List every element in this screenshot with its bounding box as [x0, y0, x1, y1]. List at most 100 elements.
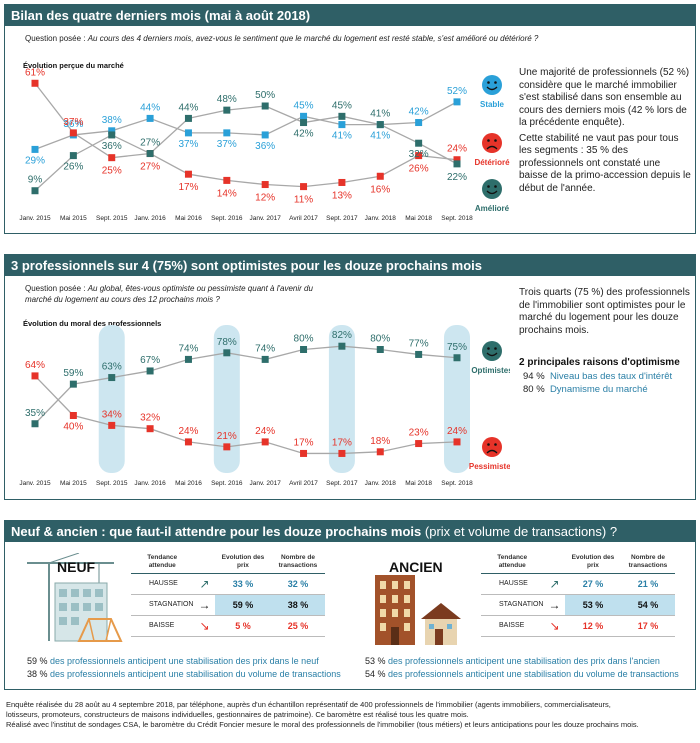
data-point	[453, 160, 461, 168]
data-label: 17%	[178, 182, 198, 193]
side-text: Trois quarts (75 %) des professionnels d…	[519, 287, 691, 340]
neuf-table: Tendance attendue Evolution des prix Nom…	[131, 551, 326, 637]
header-spacer	[193, 551, 216, 574]
data-label: 27%	[140, 138, 160, 149]
arrow-down-icon: ↘	[543, 615, 566, 637]
series-line-optimistes	[34, 345, 458, 425]
anticip-line: 38 % des professionnels anticipent une s…	[27, 668, 341, 681]
data-point	[223, 106, 231, 114]
data-point	[338, 178, 346, 186]
x-tick-label: Mai 2015	[60, 480, 87, 487]
side-text: Une majorité de professionnels (52 %) co…	[519, 67, 691, 198]
data-point	[376, 448, 384, 456]
cell-prix: 33 %	[215, 573, 271, 595]
data-label: 78%	[217, 337, 237, 348]
side-paragraph: Une majorité de professionnels (52 %) co…	[519, 67, 690, 128]
face-eye	[487, 81, 490, 84]
data-label: 32%	[409, 149, 429, 160]
chart-subtitle: Évolution perçue du marché	[23, 61, 124, 70]
data-point	[261, 131, 269, 139]
data-label: 74%	[178, 343, 198, 354]
question-text: Au cours des 4 derniers mois, avez-vous …	[87, 34, 539, 43]
arrow-right-icon: →	[193, 594, 216, 616]
x-tick-label: Sept. 2017	[326, 215, 358, 222]
cell-prix: 27 %	[565, 573, 621, 595]
data-label: 24%	[255, 426, 275, 437]
data-point	[184, 129, 192, 137]
highlight-band	[213, 325, 240, 473]
data-point	[108, 131, 116, 139]
ancien-label: ANCIEN	[389, 559, 443, 575]
data-point	[415, 119, 423, 127]
x-tick-label: Sept. 2015	[96, 480, 128, 487]
data-point	[261, 102, 269, 110]
data-point	[338, 112, 346, 120]
data-point	[261, 438, 269, 446]
cell-prix: 5 %	[215, 615, 271, 637]
face-eye	[494, 139, 497, 142]
data-point	[300, 183, 308, 191]
data-label: 16%	[370, 184, 390, 195]
table-row: STAGNATION → 53 % 54 %	[481, 594, 676, 616]
data-label: 42%	[409, 107, 429, 118]
data-label: 17%	[294, 437, 314, 448]
data-point	[261, 355, 269, 363]
highlight-band	[98, 325, 125, 473]
data-point	[31, 79, 39, 87]
face-eye	[487, 347, 490, 350]
series-line-pessimistes	[34, 375, 458, 455]
table-header-row: Tendance attendue Evolution des prix Nom…	[131, 551, 326, 574]
cell-prix: 59 %	[215, 594, 271, 616]
x-tick-label: Janv. 2016	[134, 480, 166, 487]
data-label: 26%	[63, 162, 83, 173]
face-eye	[487, 139, 490, 142]
row-label: STAGNATION	[131, 594, 194, 616]
data-label: 40%	[63, 422, 83, 433]
x-tick-label: Janv. 2017	[250, 480, 282, 487]
data-label: 35%	[25, 408, 45, 419]
x-tick-label: Janv. 2018	[365, 480, 397, 487]
cell-prix: 12 %	[565, 615, 621, 637]
face-eye	[494, 443, 497, 446]
data-label: 12%	[255, 193, 275, 204]
data-point	[223, 443, 231, 451]
data-point	[69, 129, 77, 137]
section-title-bold: Neuf & ancien : que faut-il attendre pou…	[11, 524, 422, 539]
ancien-table: Tendance attendue Evolution des prix Nom…	[481, 551, 676, 637]
data-label: 44%	[178, 102, 198, 113]
data-point	[376, 172, 384, 180]
data-label: 32%	[140, 413, 160, 424]
section-title: Neuf & ancien : que faut-il attendre pou…	[5, 521, 695, 542]
data-label: 23%	[409, 428, 429, 439]
data-label: 24%	[178, 426, 198, 437]
data-label: 34%	[102, 409, 122, 420]
data-label: 41%	[370, 109, 390, 120]
data-label: 63%	[102, 362, 122, 373]
data-point	[146, 425, 154, 433]
x-tick-label: Mai 2018	[405, 215, 432, 222]
data-point	[146, 150, 154, 158]
data-point	[415, 350, 423, 358]
face-eye	[494, 81, 497, 84]
data-label: 29%	[25, 155, 45, 166]
data-label: 36%	[102, 141, 122, 152]
face-circle	[482, 133, 502, 153]
data-point	[146, 114, 154, 122]
anticip-text: des professionnels anticipent une stabil…	[50, 656, 319, 666]
data-label: 41%	[332, 131, 352, 142]
data-label: 26%	[409, 164, 429, 175]
data-label: 17%	[332, 437, 352, 448]
ancien-anticipation: 53 % des professionnels anticipent une s…	[365, 655, 679, 681]
data-label: 80%	[294, 334, 314, 345]
happy-face-icon	[482, 179, 502, 199]
data-point	[184, 438, 192, 446]
row-label: HAUSSE	[131, 573, 194, 595]
anticip-pct: 53 %	[365, 656, 386, 666]
x-tick-label: Mai 2016	[175, 215, 202, 222]
series-line-détérioré	[34, 82, 458, 188]
header-tendance: Tendance attendue	[481, 551, 544, 574]
section-title: 3 professionnels sur 4 (75%) sont optimi…	[5, 255, 695, 276]
question: Question posée : Au global, êtes-vous op…	[25, 283, 325, 305]
data-label: 37%	[178, 139, 198, 150]
data-point	[69, 380, 77, 388]
